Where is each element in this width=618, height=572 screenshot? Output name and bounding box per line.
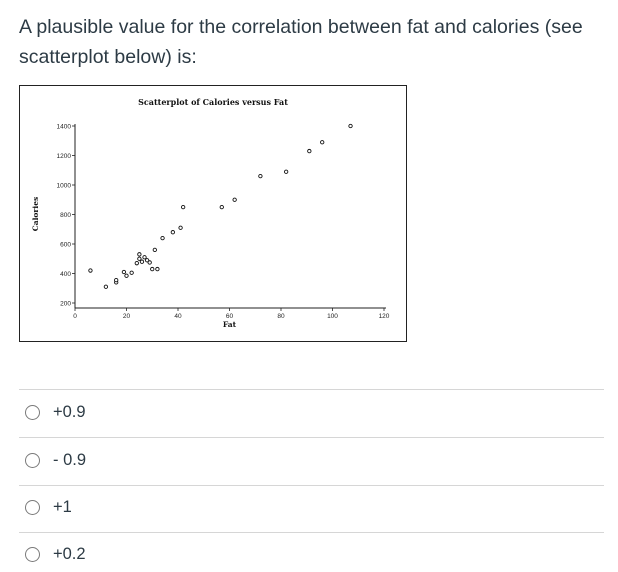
scatterplot-chart: Scatterplot of Calories versus Fat200400… [31,97,390,329]
answer-option-1[interactable]: +0.9 [25,400,86,424]
answer-label: +0.2 [53,544,86,563]
radio-icon[interactable] [25,404,40,420]
data-point [170,230,176,235]
divider [19,437,604,438]
question-text: A plausible value for the correlation be… [19,16,583,68]
data-point [129,270,134,275]
divider [19,532,604,533]
data-point [144,258,150,263]
data-point [150,266,155,272]
y-tick-label: 800 [60,212,71,219]
data-point [180,204,186,210]
divider [19,485,604,486]
data-point [320,140,325,145]
answer-label: +1 [53,497,72,516]
x-axis-title: Fat [223,320,237,329]
data-point [307,148,312,154]
y-tick-label: 200 [60,300,71,307]
x-tick-label: 80 [277,313,285,320]
answer-option-3[interactable]: +1 [25,495,72,519]
data-point [219,204,224,210]
answer-label: - 0.9 [53,450,87,469]
data-point [147,260,152,265]
x-tick-label: 0 [73,313,77,320]
x-tick-label: 100 [327,313,338,320]
data-point [121,269,127,275]
data-point [103,284,109,289]
data-point [283,169,289,174]
x-tick-label: 40 [174,313,182,320]
y-axis-title: Calories [31,197,40,231]
x-tick-label: 20 [123,313,131,320]
answer-option-2[interactable]: - 0.9 [25,448,86,472]
data-point [137,256,142,261]
data-point [134,261,139,266]
data-point [178,225,183,230]
chart-title: Scatterplot of Calories versus Fat [138,97,288,107]
radio-icon[interactable] [25,452,40,468]
radio-icon[interactable] [25,546,40,562]
data-point [88,268,93,273]
divider [19,389,604,390]
y-tick-label: 1000 [57,182,72,189]
answer-label: +0.9 [53,402,86,421]
data-point [232,197,237,202]
data-point [142,255,147,260]
data-point [124,273,129,278]
y-tick-label: 600 [60,241,71,248]
data-point [137,252,142,257]
data-point [139,259,145,264]
answer-option-4[interactable]: +0.2 [25,542,86,566]
scatterplot-figure: Scatterplot of Calories versus Fat 200 400… [19,85,407,342]
x-tick-label: 60 [226,313,234,320]
data-point [160,235,165,241]
y-tick-label: 400 [60,271,71,278]
data-point [258,174,263,179]
radio-icon[interactable] [25,499,40,515]
y-tick-label: 1400 [57,123,72,130]
x-tick-label: 120 [379,313,390,320]
y-tick-label: 1200 [57,153,72,160]
data-point [152,247,157,253]
data-point [155,266,160,272]
data-point [348,123,353,129]
data-point [114,277,119,283]
